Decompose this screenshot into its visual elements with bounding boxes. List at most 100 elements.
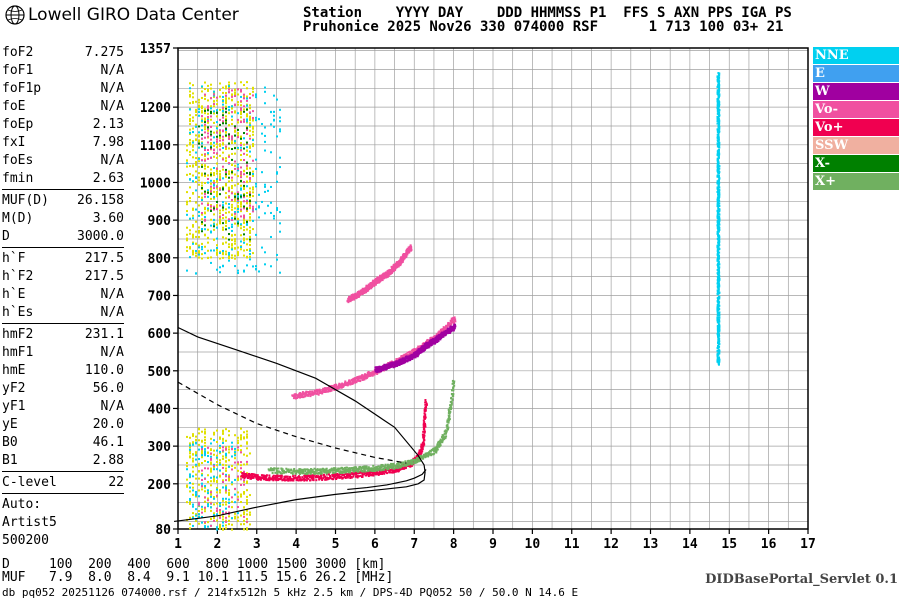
echo-point xyxy=(210,470,212,473)
echo-point xyxy=(231,528,233,531)
trace-point xyxy=(306,472,309,475)
echo-point xyxy=(216,464,218,467)
echo-point xyxy=(186,165,188,168)
trace-point xyxy=(444,436,447,439)
echo-point xyxy=(240,110,242,113)
echo-point xyxy=(219,173,221,176)
trace-point xyxy=(449,325,452,328)
echo-point xyxy=(261,122,263,125)
trace-point xyxy=(331,469,334,472)
trace-point xyxy=(351,297,354,300)
echo-point xyxy=(237,436,239,439)
trace-point xyxy=(377,473,380,476)
echo-point xyxy=(216,456,218,459)
echo-point xyxy=(213,93,215,96)
echo-point xyxy=(201,111,203,114)
echo-point xyxy=(240,100,242,103)
trace-point xyxy=(244,475,247,478)
trace-point xyxy=(426,340,429,343)
echo-point xyxy=(189,133,191,136)
echo-point xyxy=(225,439,227,442)
echo-point xyxy=(231,506,233,509)
trace-point xyxy=(335,473,338,476)
echo-point xyxy=(246,433,248,436)
trace-point xyxy=(311,470,314,473)
echo-point xyxy=(204,88,206,91)
echo-point xyxy=(243,152,245,155)
trace-point xyxy=(352,382,355,385)
echo-point xyxy=(204,500,206,503)
echo-point xyxy=(246,164,248,167)
trace-point xyxy=(273,476,276,479)
trace-point xyxy=(266,479,269,482)
trace-point xyxy=(312,477,315,480)
echo-point xyxy=(240,436,242,439)
echo-point xyxy=(225,456,227,459)
echo-point xyxy=(192,233,194,236)
echo-point xyxy=(222,497,224,500)
trace-point xyxy=(394,466,397,469)
trace-point xyxy=(427,454,430,457)
echo-point xyxy=(210,190,212,193)
echo-point xyxy=(204,190,206,193)
echo-point xyxy=(228,238,230,241)
trace-point xyxy=(325,388,328,391)
echo-point xyxy=(246,219,248,222)
echo-point xyxy=(246,454,248,457)
echo-point xyxy=(210,156,212,159)
trace-point xyxy=(327,470,330,473)
trace-point xyxy=(351,466,354,469)
echo-point xyxy=(234,233,236,236)
trace-point xyxy=(360,377,363,380)
echo-point xyxy=(204,212,206,215)
trace-point xyxy=(425,454,428,457)
echo-point xyxy=(195,254,197,257)
echo-point xyxy=(213,95,215,98)
echo-point xyxy=(225,99,227,102)
trace-point xyxy=(373,468,376,471)
trace-point xyxy=(429,453,432,456)
trace-point xyxy=(318,389,321,392)
echo-point xyxy=(219,450,221,453)
trace-point xyxy=(418,458,421,461)
echo-point xyxy=(240,180,242,183)
trace-point xyxy=(324,477,327,480)
trace-point xyxy=(288,477,291,480)
echo-point xyxy=(240,215,242,218)
echo-point xyxy=(246,191,248,194)
echo-point xyxy=(225,487,227,490)
param-name: h`E xyxy=(2,287,26,302)
trace-point xyxy=(267,478,270,481)
echo-point xyxy=(219,136,221,139)
trace-point xyxy=(386,472,389,475)
echo-point xyxy=(204,131,206,134)
echo-point xyxy=(195,513,197,516)
echo-point xyxy=(204,164,206,167)
echo-point xyxy=(216,181,218,184)
trace-point xyxy=(382,468,385,471)
trace-point xyxy=(316,391,319,394)
echo-point xyxy=(207,202,209,205)
echo-point xyxy=(201,228,203,231)
trace-point xyxy=(413,458,416,461)
echo-point xyxy=(243,431,245,434)
trace-point xyxy=(444,326,447,329)
echo-point xyxy=(255,267,257,270)
trace-point xyxy=(361,378,364,381)
echo-point xyxy=(216,162,218,165)
trace-point xyxy=(288,469,291,472)
echo-point xyxy=(246,481,248,484)
trace-point xyxy=(448,406,451,409)
echo-point xyxy=(207,474,209,477)
trace-point xyxy=(378,469,381,472)
param-name: M(D) xyxy=(2,211,34,226)
echo-point xyxy=(216,178,218,181)
trace-point xyxy=(424,413,427,416)
echo-point xyxy=(225,87,227,90)
echo-point xyxy=(222,206,224,209)
param-row: M(D) 3.60 xyxy=(2,210,124,228)
echo-point xyxy=(279,120,281,123)
echo-point xyxy=(249,235,251,238)
echo-point xyxy=(225,184,227,187)
trace-point xyxy=(423,443,426,446)
